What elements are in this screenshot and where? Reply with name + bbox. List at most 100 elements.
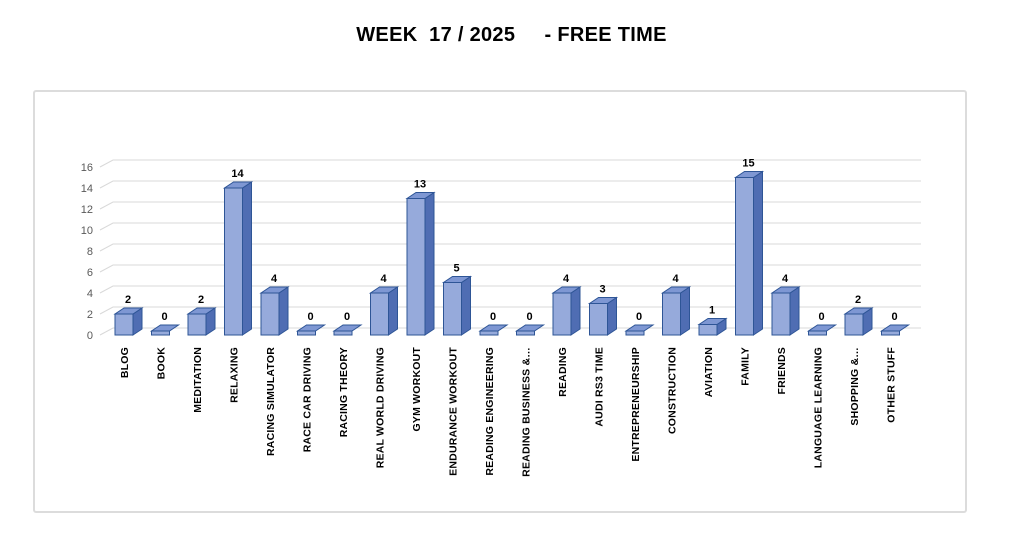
x-axis-category-label: LANGUAGE LEARNING (813, 347, 825, 468)
bar-zero (151, 330, 170, 336)
x-axis-category-label: REAL WORLD DRIVING (375, 347, 387, 468)
y-axis-tick-label: 12 (81, 204, 93, 216)
bar (552, 292, 572, 336)
y-axis-tick-label: 10 (81, 225, 93, 237)
bar-zero (479, 330, 499, 336)
chart-frame: 0 2 4 6 8 10 12 14 16 2 BLOG 0 BOOK 2 MEDITATION 14 RELA… (33, 90, 967, 513)
x-axis-category-label: ENDURANCE WORKOUT (448, 347, 460, 476)
y-axis-tick-label: 8 (87, 246, 93, 258)
bar-zero-top-face (478, 324, 509, 332)
bar (844, 313, 864, 336)
x-axis-category-label: CONSTRUCTION (667, 347, 679, 434)
x-axis-category-label: READING BUSINESS &… (521, 347, 533, 477)
bar-side-face (278, 286, 289, 336)
gridline (99, 264, 921, 273)
x-axis-category-label: AUDI RS3 TIME (594, 347, 606, 427)
bar-value-label: 14 (231, 168, 244, 180)
x-axis-category-label: GYM WORKOUT (411, 347, 423, 432)
x-axis-category-label: READING ENGINEERING (484, 347, 496, 476)
bar-value-label: 4 (380, 273, 387, 285)
bar (224, 187, 243, 336)
bar-zero-top-face (879, 324, 911, 332)
x-axis-category-label: RELAXING (229, 347, 241, 403)
gridline (99, 222, 921, 231)
x-axis-category-label: FRIENDS (776, 347, 788, 395)
x-axis-category-label: RACING THEORY (338, 347, 350, 437)
bar-zero (625, 330, 645, 336)
bar-zero (297, 330, 316, 336)
bar-value-label: 2 (198, 294, 204, 306)
x-axis-category-label: READING (557, 347, 569, 397)
bar-zero (808, 330, 827, 336)
x-axis-category-label: MEDITATION (192, 347, 204, 413)
chart-title: WEEK 17 / 2025 - FREE TIME (356, 24, 667, 46)
x-axis-category-label: AVIATION (703, 347, 715, 397)
y-axis-tick-label: 4 (87, 288, 93, 300)
bar-zero-top-face (806, 324, 838, 332)
bar-value-label: 3 (599, 284, 605, 296)
gridline (99, 306, 921, 315)
bar-value-label: 0 (490, 311, 496, 323)
bar (698, 324, 718, 336)
bar-value-label: 0 (161, 311, 167, 323)
bar-value-label: 0 (636, 311, 642, 323)
bar (771, 292, 791, 336)
y-axis-tick-label: 2 (87, 309, 93, 321)
bar (662, 292, 681, 336)
gridline (99, 285, 921, 294)
bar-zero (333, 330, 353, 336)
bar (370, 292, 389, 336)
bar-value-label: 4 (782, 273, 789, 285)
bar-zero-top-face (514, 324, 546, 332)
bar (443, 282, 462, 336)
bar-value-label: 1 (709, 305, 715, 317)
y-axis-tick-label: 6 (87, 267, 93, 279)
bar-value-label: 0 (891, 311, 897, 323)
bar-value-label: 4 (271, 273, 278, 285)
bar-chart-canvas: 02468101214162BLOG0BOOK2MEDITATION14RELA… (81, 158, 921, 477)
bar-side-face (570, 286, 581, 336)
bar-zero-top-face (149, 324, 181, 332)
bar-value-label: 4 (563, 273, 570, 285)
bar-zero (881, 330, 900, 336)
bar (260, 292, 280, 336)
bar-value-label: 2 (855, 294, 861, 306)
x-axis-category-label: RACING SIMULATOR (265, 347, 277, 456)
bar-side-face (242, 181, 252, 336)
y-axis-tick-label: 14 (81, 183, 93, 195)
bar-zero (516, 330, 535, 336)
y-axis-tick-label: 0 (87, 330, 93, 342)
bar-value-label: 2 (125, 294, 131, 306)
bar-side-face (424, 191, 435, 336)
x-axis-category-label: OTHER STUFF (886, 347, 898, 423)
bar (406, 198, 426, 336)
bar (589, 303, 608, 336)
gridline (99, 180, 921, 189)
x-axis-category-label: FAMILY (740, 347, 752, 386)
gridline (99, 201, 921, 210)
x-axis-category-label: BLOG (119, 347, 131, 378)
bar-value-label: 4 (672, 273, 679, 285)
bar (114, 313, 134, 336)
bar-value-label: 15 (742, 158, 754, 170)
bar-side-face (753, 170, 763, 336)
x-axis-category-label: ENTREPRENEURSHIP (630, 347, 642, 462)
bar-side-face (680, 286, 690, 336)
bar-value-label: 5 (453, 263, 459, 275)
bar-side-face (461, 275, 471, 336)
x-axis-category-label: BOOK (156, 347, 168, 380)
bar-value-label: 0 (526, 311, 532, 323)
bar-value-label: 0 (307, 311, 313, 323)
gridline (99, 159, 921, 168)
y-axis-tick-label: 16 (81, 162, 93, 174)
bar-side-face (388, 286, 398, 336)
bar-zero-top-face (295, 324, 327, 332)
bar (735, 177, 754, 336)
bar (187, 313, 207, 336)
bar-value-label: 0 (818, 311, 824, 323)
bar-side-face (789, 286, 800, 336)
bar-zero-top-face (624, 324, 655, 332)
x-axis-category-label: SHOPPING &… (849, 347, 861, 426)
bar-value-label: 13 (414, 179, 426, 191)
